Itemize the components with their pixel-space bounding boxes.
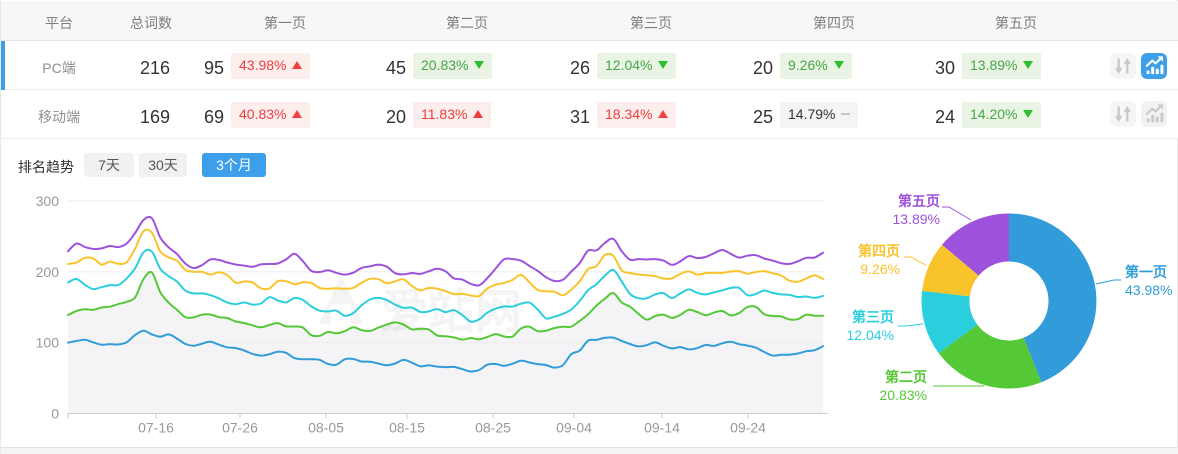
svg-text:07-16: 07-16 (138, 420, 174, 436)
svg-text:08-25: 08-25 (475, 420, 511, 436)
svg-text:20.83%: 20.83% (880, 387, 927, 403)
svg-text:08-15: 08-15 (389, 420, 425, 436)
svg-text:第一页: 第一页 (1125, 264, 1167, 280)
svg-text:9.26%: 9.26% (860, 261, 900, 277)
svg-text:43.98%: 43.98% (1125, 282, 1172, 298)
svg-text:第二页: 第二页 (885, 369, 927, 385)
svg-text:0: 0 (51, 406, 59, 422)
svg-text:09-14: 09-14 (644, 420, 680, 436)
svg-text:第三页: 第三页 (852, 309, 894, 325)
svg-text:08-05: 08-05 (308, 420, 344, 436)
svg-text:09-24: 09-24 (730, 420, 766, 436)
svg-text:300: 300 (36, 193, 60, 209)
svg-text:第五页: 第五页 (898, 193, 940, 209)
svg-text:07-26: 07-26 (222, 420, 258, 436)
svg-text:12.04%: 12.04% (847, 327, 894, 343)
svg-text:第四页: 第四页 (858, 243, 900, 259)
svg-text:100: 100 (36, 335, 60, 351)
svg-text:09-04: 09-04 (556, 420, 592, 436)
svg-text:200: 200 (36, 264, 60, 280)
svg-text:13.89%: 13.89% (893, 211, 940, 227)
